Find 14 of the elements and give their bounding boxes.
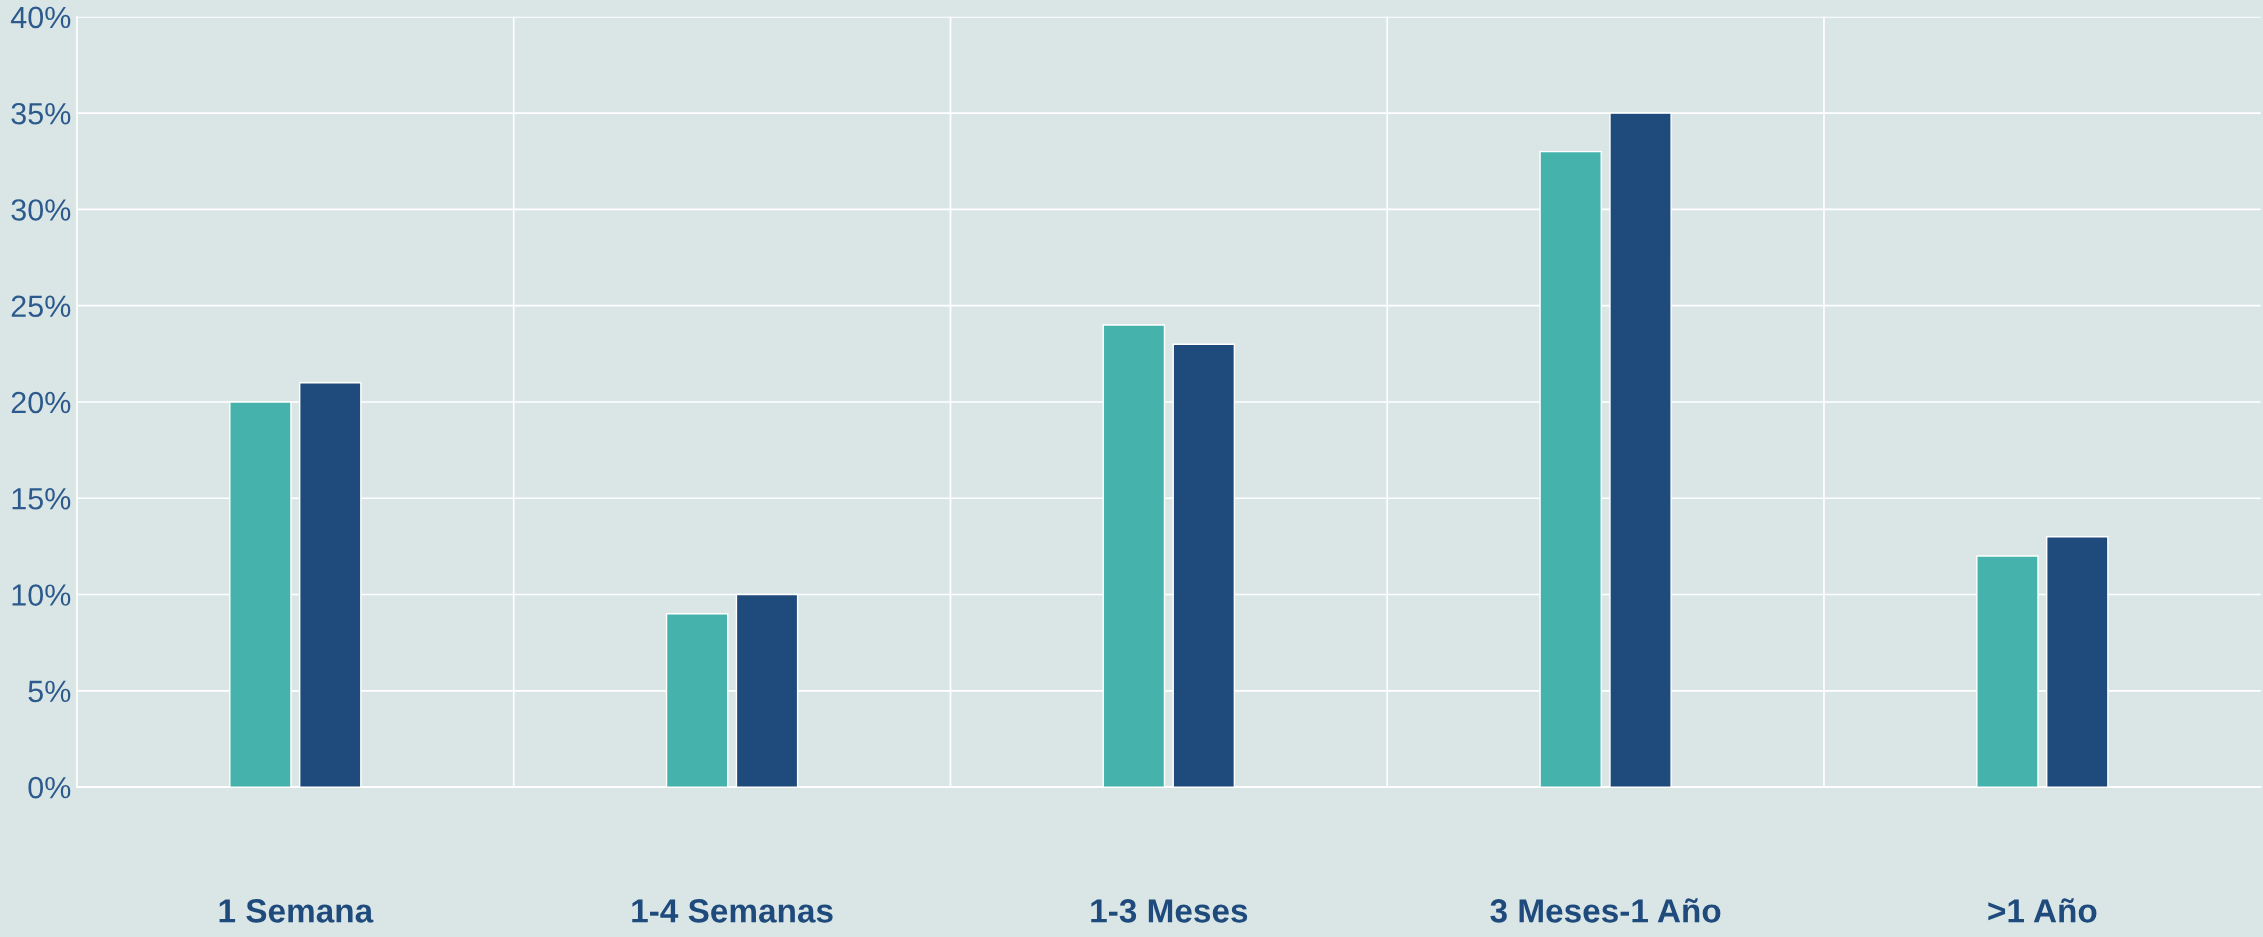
x-tick-label: 3 Meses-1 Año (1490, 898, 1721, 923)
y-tick-label: 40% (10, 6, 71, 29)
y-tick-label: 5% (28, 680, 71, 703)
y-tick-label: 10% (12, 584, 71, 606)
x-tick-label: 1-3 Meses (1091, 899, 1248, 923)
y-tick-label: 0% (28, 776, 71, 799)
y-tick-label: 20% (11, 391, 71, 414)
y-tick-label: 30% (11, 199, 71, 221)
x-tick-label: 1 Semana (219, 899, 374, 923)
x-tick-label: 1-4 Semanas (632, 899, 833, 923)
y-tick-label: 15% (12, 488, 71, 510)
x-tick-label: >1 Año (1988, 898, 2097, 923)
y-tick-label: 35% (11, 102, 71, 125)
y-tick-label: 25% (11, 295, 71, 318)
